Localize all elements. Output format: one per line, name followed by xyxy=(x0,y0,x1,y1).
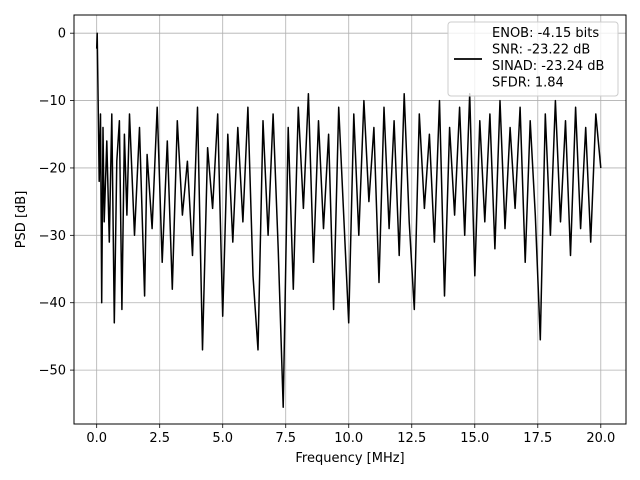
x-axis: 0.0 2.5 5.0 7.5 10.0 12.5 15.0 17.5 20.0 xyxy=(86,424,615,446)
plot-frame xyxy=(73,14,627,425)
x-tick-label: 15.0 xyxy=(460,431,489,446)
x-axis-label: Frequency [MHz] xyxy=(295,451,404,466)
x-tick-label: 17.5 xyxy=(523,431,552,446)
x-tick-label: 12.5 xyxy=(397,431,426,446)
x-tick-label: 7.5 xyxy=(275,431,296,446)
x-tick-label: 20.0 xyxy=(586,431,615,446)
legend-entry-enob: ENOB: -4.15 bits xyxy=(492,26,599,41)
y-tick-label: −10 xyxy=(39,94,66,109)
y-tick-label: −40 xyxy=(39,296,66,311)
x-tick-label: 2.5 xyxy=(149,431,170,446)
x-tick-label: 0.0 xyxy=(86,431,107,446)
y-tick-label: −30 xyxy=(39,229,66,244)
y-tick-label: 0 xyxy=(58,27,66,42)
series-layer xyxy=(95,32,602,408)
psd-series-line xyxy=(95,32,602,408)
y-axis: 0 −10 −20 −30 −40 −50 xyxy=(39,27,74,379)
x-tick-label: 5.0 xyxy=(212,431,233,446)
x-tick-label: 10.0 xyxy=(334,431,363,446)
y-axis-label: PSD [dB] xyxy=(14,191,29,249)
legend: ENOB: -4.15 bits SNR: -23.22 dB SINAD: -… xyxy=(447,21,619,97)
legend-entry-sinad: SINAD: -23.24 dB xyxy=(492,59,604,74)
y-tick-label: −20 xyxy=(39,161,66,176)
legend-box xyxy=(447,21,619,97)
legend-entry-sfdr: SFDR: 1.84 xyxy=(492,76,564,91)
legend-entry-snr: SNR: -23.22 dB xyxy=(492,43,590,58)
y-tick-label: −50 xyxy=(39,364,66,379)
